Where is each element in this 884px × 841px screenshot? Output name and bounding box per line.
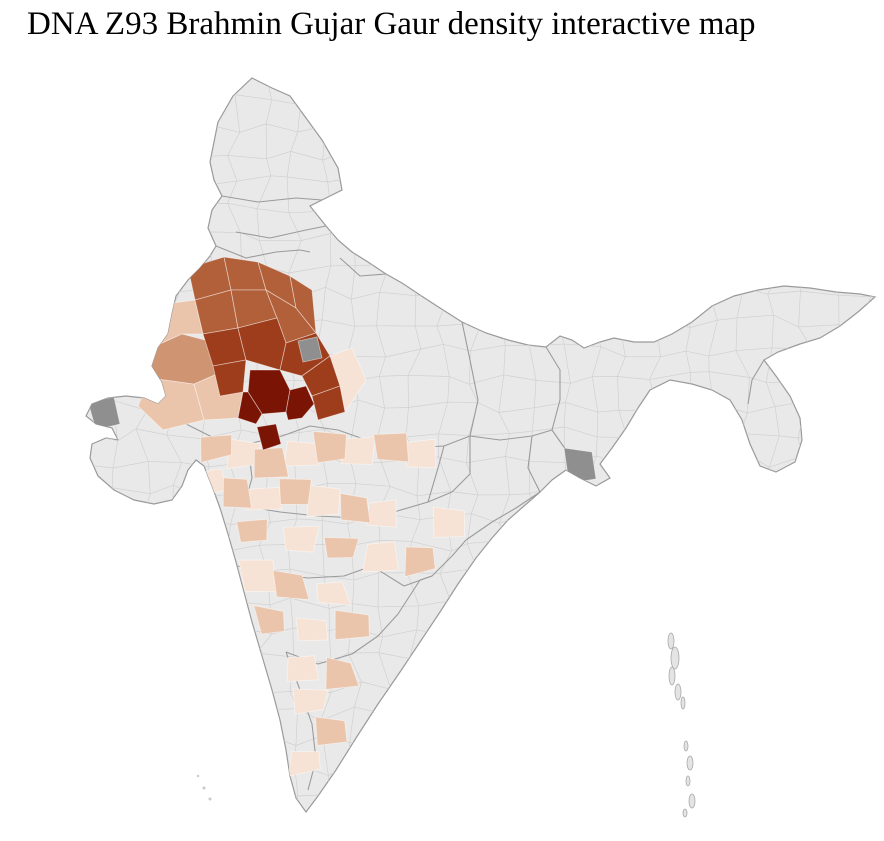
district-s22[interactable]: [316, 581, 352, 606]
district-gkutch[interactable]: [87, 396, 121, 431]
district-s17[interactable]: [282, 525, 320, 553]
island: [688, 793, 696, 809]
district-s08[interactable]: [405, 438, 437, 468]
district-s16[interactable]: [236, 518, 268, 543]
island: [686, 755, 694, 771]
district-nwg1[interactable]: [297, 336, 323, 363]
island: [208, 797, 212, 801]
island: [680, 696, 686, 710]
district-s23[interactable]: [253, 605, 285, 635]
district-s03[interactable]: [253, 447, 289, 479]
andaman-nicobar-islands: [667, 632, 696, 818]
district-s05[interactable]: [312, 431, 347, 464]
district-s29[interactable]: [315, 716, 348, 746]
district-s13[interactable]: [306, 484, 341, 518]
island: [685, 775, 691, 787]
district-s20[interactable]: [238, 559, 278, 593]
island: [682, 808, 688, 818]
district-s26[interactable]: [286, 655, 319, 682]
district-s32[interactable]: [432, 506, 466, 539]
district-s27[interactable]: [325, 656, 360, 690]
island: [670, 646, 680, 670]
district-s14[interactable]: [339, 492, 371, 524]
district-nwd2[interactable]: [285, 385, 315, 421]
district-nwd3[interactable]: [237, 391, 263, 425]
island: [667, 632, 675, 650]
island: [202, 786, 206, 790]
district-geast[interactable]: [563, 447, 597, 484]
lakshadweep-islands: [196, 774, 212, 801]
district-s31[interactable]: [404, 546, 436, 578]
district-s25[interactable]: [334, 609, 370, 641]
density-districts[interactable]: [87, 256, 597, 777]
district-s28[interactable]: [292, 688, 329, 715]
district-s30[interactable]: [287, 751, 321, 777]
district-s24[interactable]: [295, 617, 329, 642]
district-nwd4[interactable]: [256, 423, 282, 451]
district-s21[interactable]: [272, 569, 310, 601]
island: [683, 740, 689, 752]
district-s15[interactable]: [366, 499, 397, 528]
island: [196, 774, 200, 778]
district-s18[interactable]: [323, 536, 360, 559]
island: [674, 683, 682, 701]
district-s19[interactable]: [362, 541, 400, 573]
district-s12[interactable]: [278, 478, 312, 505]
page-title: DNA Z93 Brahmin Gujar Gaur density inter…: [27, 6, 756, 42]
island: [668, 666, 676, 686]
district-s10[interactable]: [222, 477, 252, 509]
district-s01[interactable]: [200, 434, 233, 464]
district-s07[interactable]: [373, 432, 409, 463]
district-s04[interactable]: [283, 440, 320, 467]
district-nwh6[interactable]: [311, 385, 346, 421]
